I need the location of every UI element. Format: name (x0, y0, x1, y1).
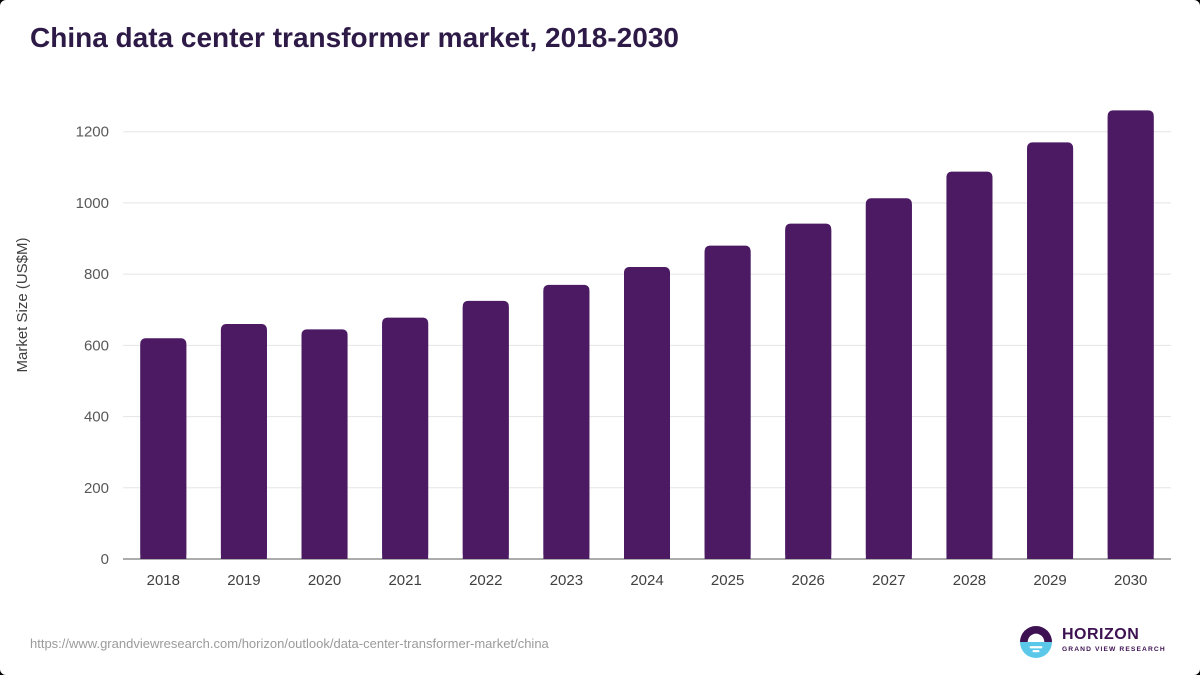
svg-text:1200: 1200 (76, 124, 109, 141)
svg-text:0: 0 (101, 551, 109, 568)
svg-text:2030: 2030 (1114, 572, 1147, 589)
svg-text:2021: 2021 (388, 572, 421, 589)
svg-text:2022: 2022 (469, 572, 502, 589)
svg-text:2019: 2019 (227, 572, 260, 589)
svg-text:2020: 2020 (308, 572, 341, 589)
svg-text:2025: 2025 (711, 572, 744, 589)
svg-text:1000: 1000 (76, 195, 109, 212)
svg-text:2026: 2026 (792, 572, 825, 589)
svg-text:2029: 2029 (1033, 572, 1066, 589)
svg-text:2018: 2018 (147, 572, 180, 589)
svg-text:200: 200 (84, 480, 109, 497)
svg-text:2028: 2028 (953, 572, 986, 589)
svg-text:2027: 2027 (872, 572, 905, 589)
svg-text:2023: 2023 (550, 572, 583, 589)
svg-text:800: 800 (84, 266, 109, 283)
svg-text:2024: 2024 (630, 572, 663, 589)
svg-text:600: 600 (84, 337, 109, 354)
svg-text:400: 400 (84, 409, 109, 426)
